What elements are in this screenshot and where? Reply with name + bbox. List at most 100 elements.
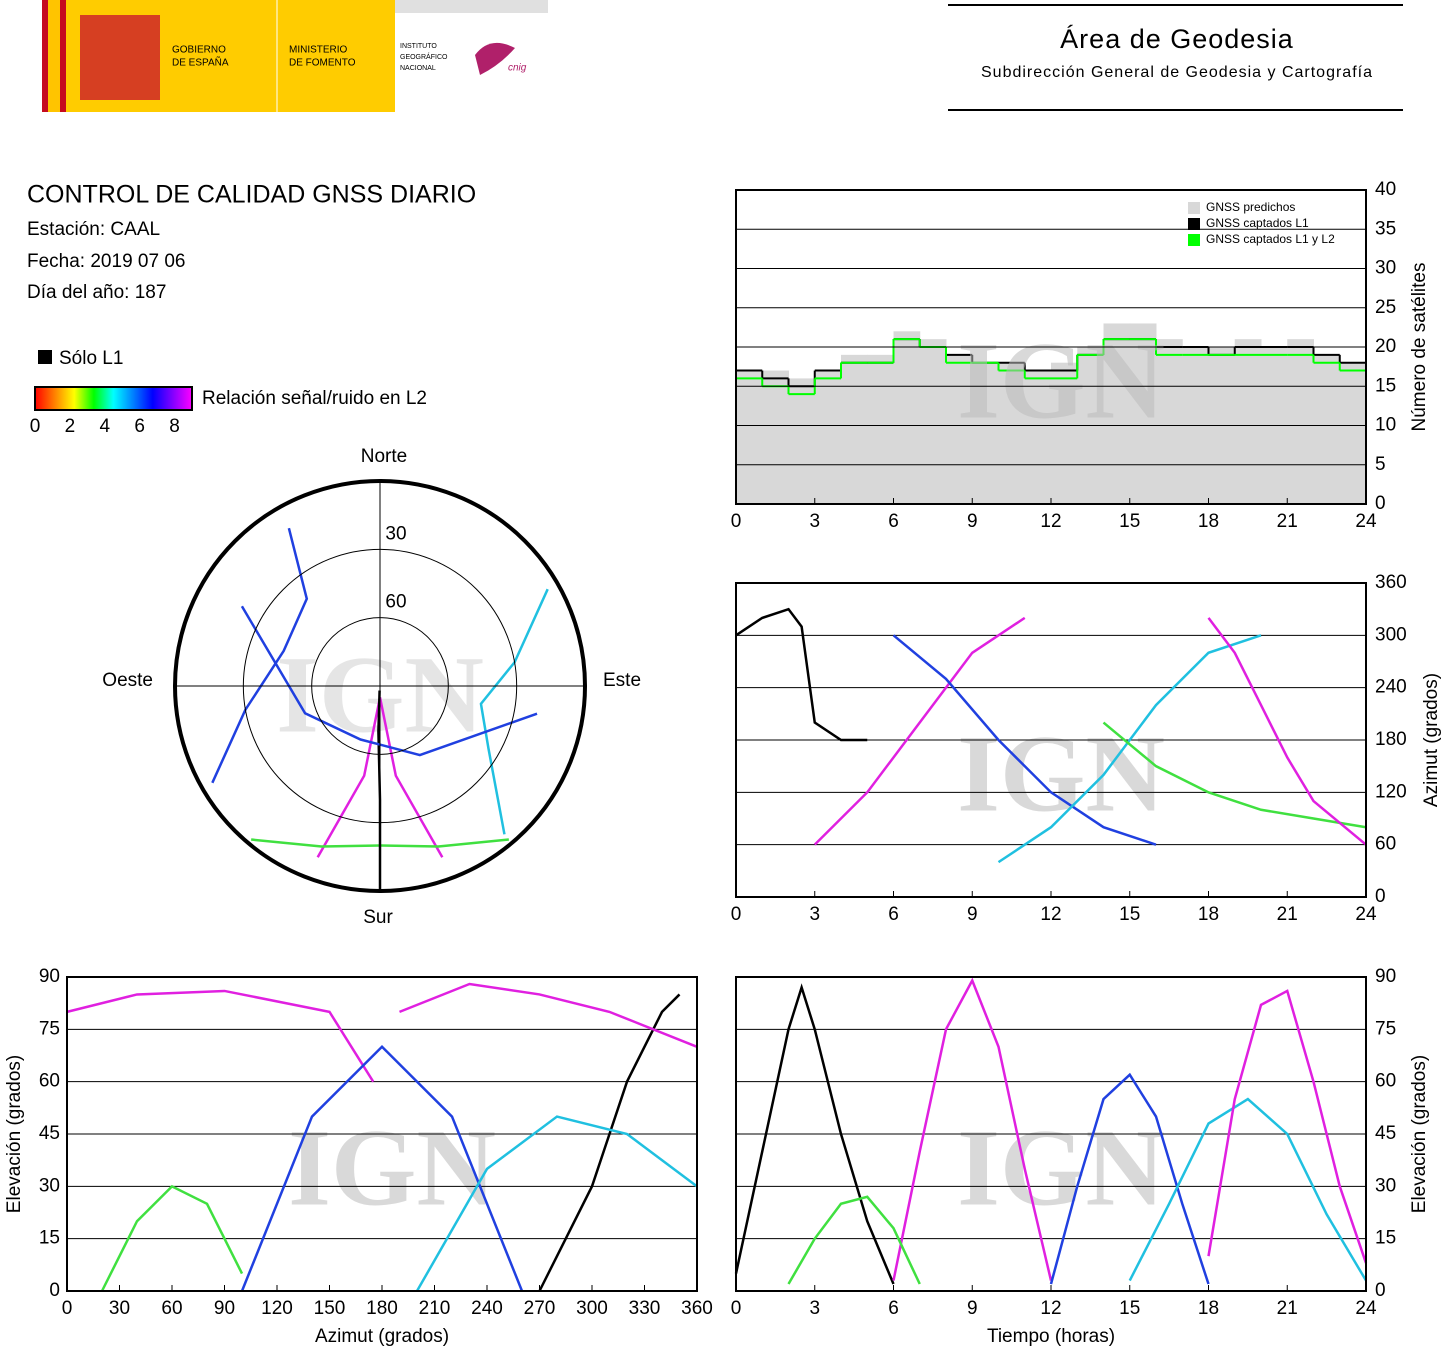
direction-label: Este <box>603 670 641 691</box>
satellite-track <box>538 993 681 1292</box>
x-tick-label: 21 <box>1277 904 1298 925</box>
satellite-track <box>415 1115 698 1292</box>
x-tick-label: 90 <box>214 1298 235 1319</box>
satellite-track <box>735 607 868 742</box>
satellite-track <box>787 1195 921 1285</box>
y-tick-label: 60 <box>39 1071 60 1092</box>
y-tick-label: 180 <box>1375 729 1407 750</box>
predicted-bar <box>867 354 894 504</box>
x-tick-label: 0 <box>731 904 742 925</box>
legend-label: GNSS captados L1 y L2 <box>1206 232 1335 246</box>
y-tick-label: 40 <box>1375 179 1396 200</box>
y-axis-label: Azimut (grados) <box>1421 673 1442 807</box>
colorbar-tick-label: 2 <box>65 416 76 437</box>
satellite-track <box>240 1045 524 1292</box>
plot-frame <box>66 976 698 1292</box>
x-tick-label: 300 <box>576 1298 608 1319</box>
plot-frame <box>735 976 1367 1292</box>
x-tick-label: 330 <box>629 1298 661 1319</box>
y-tick-label: 75 <box>39 1018 60 1039</box>
colorbar <box>34 386 193 411</box>
colorbar-tick-label: 8 <box>169 416 180 437</box>
x-tick-label: 3 <box>809 511 820 532</box>
ring-label: 60 <box>385 592 406 613</box>
legend-swatch <box>38 350 52 364</box>
x-tick-label: 9 <box>967 511 978 532</box>
satellite-track <box>211 527 309 784</box>
y-tick-label: 15 <box>1375 375 1396 396</box>
y-tick-label: 30 <box>39 1175 60 1196</box>
direction-label: Norte <box>361 446 407 467</box>
x-tick-label: 9 <box>967 1298 978 1319</box>
y-tick-label: 300 <box>1375 624 1407 645</box>
x-tick-label: 270 <box>524 1298 556 1319</box>
skyplot-border <box>173 479 587 893</box>
x-tick-label: 15 <box>1119 511 1140 532</box>
satellite-track <box>479 588 549 835</box>
logo-text: NACIONAL <box>400 65 436 72</box>
x-tick-label: 150 <box>314 1298 346 1319</box>
predicted-bar <box>1287 339 1314 504</box>
x-tick-label: 3 <box>809 904 820 925</box>
watermark: IGN <box>288 1106 496 1228</box>
x-tick-label: 15 <box>1119 904 1140 925</box>
y-tick-label: 10 <box>1375 415 1396 436</box>
satellite-track <box>734 983 895 1285</box>
satellite-track <box>1207 617 1367 846</box>
y-tick-label: 25 <box>1375 297 1396 318</box>
satellite-track <box>100 1184 244 1292</box>
predicted-bar <box>841 354 868 504</box>
predicted-bar <box>1129 323 1157 504</box>
y-tick-label: 45 <box>1375 1123 1396 1144</box>
y-tick-label: 90 <box>39 966 60 987</box>
x-tick-label: 24 <box>1355 904 1377 925</box>
x-tick-label: 21 <box>1277 511 1298 532</box>
plot-frame <box>735 189 1367 505</box>
legend-label: Sólo L1 <box>59 348 123 369</box>
y-axis-label: Elevación (grados) <box>1409 1055 1430 1213</box>
legend-swatch <box>1188 202 1200 214</box>
predicted-bar <box>814 370 842 504</box>
x-tick-label: 0 <box>731 511 742 532</box>
logo-bar <box>395 0 548 13</box>
y-tick-label: 60 <box>1375 834 1396 855</box>
y-tick-label: 0 <box>1375 886 1386 907</box>
x-tick-label: 0 <box>62 1298 73 1319</box>
x-tick-label: 3 <box>809 1298 820 1319</box>
y-axis-label: Elevación (grados) <box>4 1055 25 1213</box>
y-tick-label: 30 <box>1375 1175 1396 1196</box>
y-axis-label: Número de satélites <box>1409 263 1430 432</box>
y-tick-label: 35 <box>1375 218 1396 239</box>
x-tick-label: 21 <box>1277 1298 1298 1319</box>
predicted-bar <box>1339 362 1367 504</box>
satellite-track <box>813 616 1026 846</box>
logo-text: MINISTERIO <box>289 45 348 56</box>
colorbar-tick-label: 4 <box>99 416 110 437</box>
elevation-ring <box>242 548 518 824</box>
satellite-track <box>1102 721 1367 829</box>
x-tick-label: 15 <box>1119 1298 1140 1319</box>
direction-label: Sur <box>363 907 393 928</box>
predicted-bar <box>1234 339 1262 504</box>
satellite-track <box>1207 989 1368 1264</box>
x-tick-label: 12 <box>1040 511 1061 532</box>
cnig-logo <box>475 42 515 75</box>
x-tick-label: 0 <box>731 1298 742 1319</box>
y-tick-label: 45 <box>39 1123 60 1144</box>
x-tick-label: 24 <box>1355 511 1377 532</box>
coat-of-arms <box>80 15 160 100</box>
area-subtitle: Subdirección General de Geodesia y Carto… <box>981 64 1373 81</box>
info-line: Fecha: 2019 07 06 <box>27 251 185 272</box>
colorbar-tick-label: 6 <box>134 416 145 437</box>
x-axis-label: Azimut (grados) <box>315 1326 449 1347</box>
logo-text: cnig <box>508 63 527 74</box>
satellite-track <box>1128 1097 1368 1282</box>
direction-label: Oeste <box>102 670 153 691</box>
logo-text: INSTITUTO <box>400 43 437 50</box>
y-tick-label: 20 <box>1375 336 1396 357</box>
y-tick-label: 0 <box>1375 493 1386 514</box>
y-tick-label: 30 <box>1375 258 1396 279</box>
x-tick-label: 6 <box>888 511 899 532</box>
y-tick-label: 5 <box>1375 454 1386 475</box>
x-tick-label: 24 <box>1355 1298 1377 1319</box>
